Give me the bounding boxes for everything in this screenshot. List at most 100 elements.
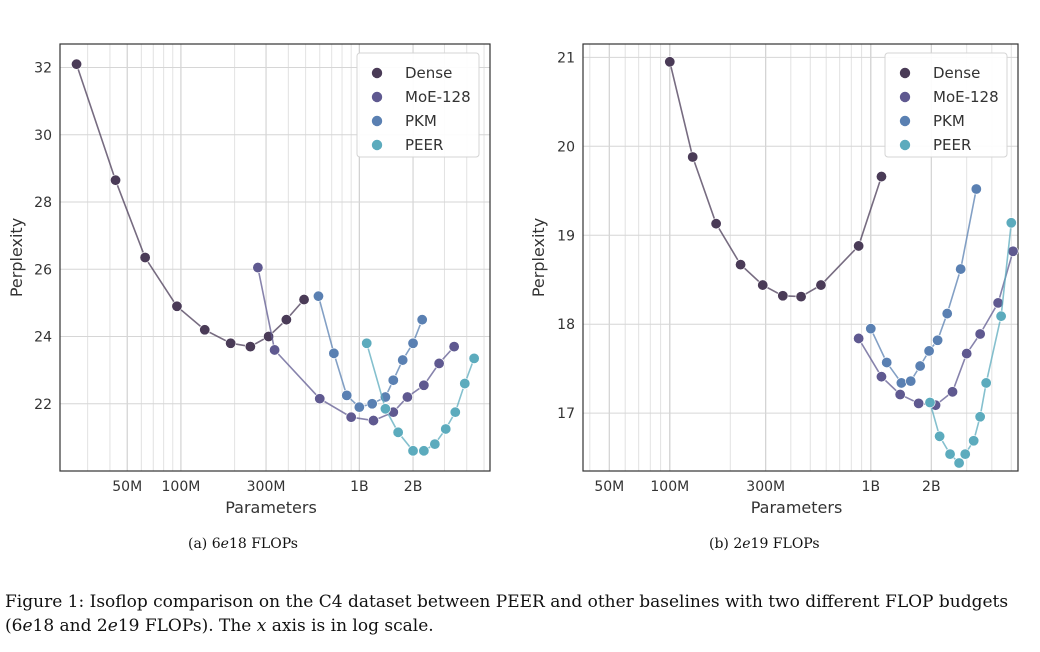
chart-a-point-pkm bbox=[407, 337, 419, 349]
chart-b-point-dense bbox=[815, 279, 827, 291]
chart-a-line-moe-128 bbox=[257, 267, 455, 422]
chart-a-legend-box bbox=[356, 52, 480, 158]
chart-b-point-dense bbox=[777, 290, 789, 302]
chart-a-point-pkm bbox=[387, 374, 399, 386]
chart-a-point-peer bbox=[468, 352, 480, 364]
chart-b-legend-marker-moe-128 bbox=[899, 91, 911, 103]
chart-b-line-pkm bbox=[870, 188, 978, 384]
chart-a-point-peer bbox=[379, 403, 391, 415]
chart-b-xtick-label: 50M bbox=[594, 479, 624, 495]
chart-a-point-peer bbox=[392, 426, 404, 438]
chart-a-point-moe-128 bbox=[448, 341, 460, 353]
subcaption-a-suffix: 18 FLOPs bbox=[228, 536, 298, 552]
chart-a-point-pkm bbox=[341, 389, 353, 401]
chart-a-point-pkm bbox=[366, 398, 378, 410]
chart-b-legend-label-moe-128: MoE-128 bbox=[933, 88, 999, 106]
chart-b-point-pkm bbox=[865, 323, 877, 335]
chart-b-point-peer bbox=[959, 448, 971, 460]
chart-b-series-dense bbox=[664, 56, 887, 303]
chart-b-series-pkm bbox=[865, 183, 982, 389]
chart-a-legend-marker-peer bbox=[371, 139, 383, 151]
chart-a-xtick-label: 100M bbox=[162, 479, 201, 495]
chart-b-line-moe-128 bbox=[857, 251, 1014, 407]
chart-a-point-pkm bbox=[397, 354, 409, 366]
chart-b-xtick-label: 300M bbox=[746, 479, 785, 495]
chart-a-point-dense bbox=[71, 58, 83, 70]
chart-a-xtick-label: 2B bbox=[404, 479, 423, 495]
chart-a-series-moe-128 bbox=[252, 262, 460, 427]
chart-a-series-pkm bbox=[312, 290, 428, 413]
chart-b-xtick-label: 1B bbox=[862, 479, 881, 495]
subcaption-a-prefix: (a) 6 bbox=[188, 536, 221, 552]
caption-part-2: 18 and 2 bbox=[32, 616, 108, 636]
caption-part-4: axis is in log scale. bbox=[266, 616, 434, 636]
chart-a-line-pkm bbox=[317, 295, 423, 408]
chart-b-xtick-label: 100M bbox=[650, 479, 689, 495]
chart-a-point-pkm bbox=[328, 347, 340, 359]
chart-a-point-peer bbox=[449, 406, 461, 418]
chart-a-xtick-label: 1B bbox=[350, 479, 369, 495]
caption-part-1: Figure 1: Isoflop comparison on the C4 d… bbox=[5, 592, 1009, 636]
chart-a-frame bbox=[59, 43, 491, 472]
chart-a-point-peer bbox=[361, 337, 373, 349]
chart-b-point-pkm bbox=[905, 375, 917, 387]
chart-a-line-peer bbox=[365, 342, 475, 452]
chart-a-ytick-label: 28 bbox=[34, 195, 52, 211]
chart-b-point-pkm bbox=[955, 263, 967, 275]
chart-a-point-moe-128 bbox=[367, 415, 379, 427]
chart-b-point-moe-128 bbox=[913, 397, 925, 409]
chart-b-point-peer bbox=[944, 448, 956, 460]
chart-b-point-peer bbox=[995, 310, 1007, 322]
chart-a-legend-label-dense: Dense bbox=[405, 64, 452, 82]
chart-b-ytick-label: 18 bbox=[557, 317, 575, 333]
chart-b-line-dense bbox=[669, 61, 883, 298]
chart-b-point-moe-128 bbox=[894, 388, 906, 400]
chart-b-ytick-label: 19 bbox=[557, 228, 575, 244]
chart-a-point-moe-128 bbox=[401, 391, 413, 403]
chart-b-point-peer bbox=[1005, 217, 1017, 229]
chart-b-ytick-label: 17 bbox=[557, 406, 575, 422]
chart-a-point-peer bbox=[407, 445, 419, 457]
chart-b-legend-label-dense: Dense bbox=[933, 64, 980, 82]
chart-b-point-pkm bbox=[914, 360, 926, 372]
chart-a-point-dense bbox=[139, 252, 151, 264]
subcaption-b-e: e bbox=[742, 536, 751, 552]
chart-a-legend-marker-moe-128 bbox=[371, 91, 383, 103]
chart-a-series-dense bbox=[71, 58, 310, 353]
subcaption-a: (a) 6e18 FLOPs bbox=[188, 536, 298, 552]
chart-a-point-dense bbox=[199, 324, 211, 336]
chart-b-point-peer bbox=[968, 435, 980, 447]
chart-a-point-moe-128 bbox=[418, 379, 430, 391]
subcaption-b-prefix: (b) 2 bbox=[709, 536, 743, 552]
chart-a-legend-label-moe-128: MoE-128 bbox=[405, 88, 471, 106]
chart-b-xtick-label: 2B bbox=[922, 479, 941, 495]
chart-b-point-dense bbox=[853, 240, 865, 252]
chart-b-line-peer bbox=[929, 222, 1013, 465]
chart-b-point-dense bbox=[875, 171, 887, 183]
chart-b-ytick-label: 21 bbox=[557, 50, 575, 66]
chart-b-point-moe-128 bbox=[961, 348, 973, 360]
chart-a-point-dense bbox=[298, 294, 310, 306]
chart-a-ytick-label: 30 bbox=[34, 128, 52, 144]
chart-a-ytick-label: 32 bbox=[34, 61, 52, 77]
chart-b-point-peer bbox=[974, 411, 986, 423]
chart-b-point-pkm bbox=[970, 183, 982, 195]
chart-panel-a: 50M 100M 300M 1B 2B 22 24 26 28 30 32 Parameters Per… bbox=[7, 43, 491, 517]
chart-a-point-peer bbox=[429, 438, 441, 450]
subcaption-b-suffix: 19 FLOPs bbox=[750, 536, 820, 552]
chart-a-point-moe-128 bbox=[269, 344, 281, 356]
caption-x: x bbox=[256, 616, 267, 636]
chart-a-point-pkm bbox=[416, 314, 428, 326]
chart-a-xtick-label: 50M bbox=[112, 479, 142, 495]
chart-b-series-moe-128 bbox=[853, 245, 1019, 411]
chart-a-grid bbox=[60, 44, 490, 471]
chart-a-ytick-label: 22 bbox=[34, 397, 52, 413]
chart-b-ylabel: Perplexity bbox=[529, 218, 548, 297]
chart-b-legend-box bbox=[884, 52, 1008, 158]
chart-b-point-peer bbox=[934, 430, 946, 442]
chart-a-ylabel: Perplexity bbox=[7, 218, 26, 297]
chart-a-point-moe-128 bbox=[252, 262, 264, 274]
chart-b-point-pkm bbox=[895, 377, 907, 389]
chart-a-legend-marker-dense bbox=[371, 67, 383, 79]
chart-b-xlabel: Parameters bbox=[751, 498, 843, 517]
